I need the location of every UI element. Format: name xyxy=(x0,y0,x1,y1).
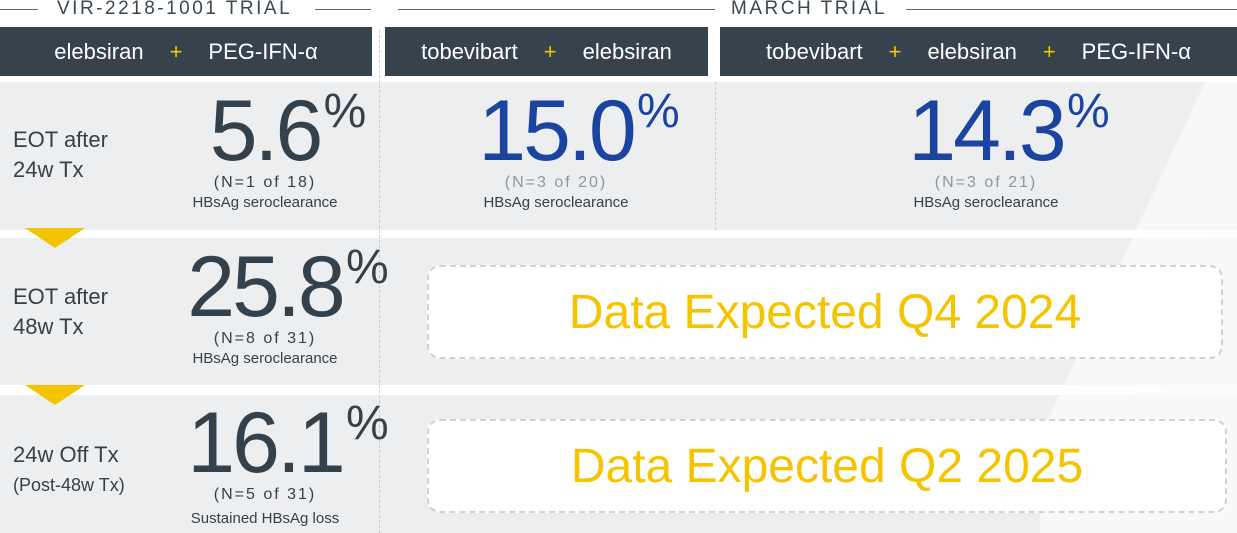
result-value: 14.3% xyxy=(908,83,1110,179)
result-value: 15.0% xyxy=(478,83,680,179)
data-expected-q4-2024: Data Expected Q4 2024 xyxy=(427,265,1223,359)
result-r2c1: 25.8% (N=8 of 31) HBsAg seroclearance xyxy=(145,239,389,370)
drug-name: elebsiran xyxy=(54,38,144,64)
drug-name: tobevibart xyxy=(421,38,518,64)
divider xyxy=(398,9,715,10)
result-label: HBsAg seroclearance xyxy=(192,194,338,211)
result-label: HBsAg seroclearance xyxy=(913,194,1059,211)
drug-name: PEG-IFN-α xyxy=(1081,38,1191,64)
result-value: 5.6% xyxy=(209,83,367,179)
column-divider xyxy=(715,82,716,230)
arrow-down-icon xyxy=(25,385,85,405)
column-header-1: elebsiran + PEG-IFN-α xyxy=(0,27,372,76)
result-n: (N=8 of 31) xyxy=(213,330,317,347)
result-r1c1: 5.6% (N=1 of 18) HBsAg seroclearance xyxy=(145,88,385,214)
trial-title-vir: VIR-2218-1001 TRIAL xyxy=(57,0,293,19)
result-label: Sustained HBsAg loss xyxy=(190,510,340,527)
result-r3c1: 16.1% (N=5 of 31) Sustained HBsAg loss xyxy=(145,395,389,530)
result-label: HBsAg seroclearance xyxy=(192,350,338,367)
plus-icon: + xyxy=(169,38,183,64)
drug-name: elebsiran xyxy=(582,38,672,64)
plus-icon: + xyxy=(1042,38,1056,64)
result-label: HBsAg seroclearance xyxy=(483,194,629,211)
result-n: (N=3 of 20) xyxy=(504,174,608,191)
row-label: 24w Off Tx (Post-48w Tx) xyxy=(13,442,125,495)
result-n: (N=5 of 31) xyxy=(213,486,317,503)
trial-title-march: MARCH TRIAL xyxy=(731,0,887,19)
result-value: 16.1% xyxy=(187,395,389,491)
divider xyxy=(0,9,38,10)
drug-name: tobevibart xyxy=(766,38,863,64)
data-expected-q2-2025: Data Expected Q2 2025 xyxy=(427,419,1227,513)
column-header-2: tobevibart + elebsiran xyxy=(385,27,708,76)
column-divider xyxy=(379,30,380,533)
row-label: EOT after 48w Tx xyxy=(13,284,108,339)
divider xyxy=(906,9,1237,10)
row-label: EOT after 24w Tx xyxy=(13,127,108,182)
plus-icon: + xyxy=(543,38,557,64)
drug-name: elebsiran xyxy=(927,38,1017,64)
drug-name: PEG-IFN-α xyxy=(208,38,318,64)
result-n: (N=1 of 18) xyxy=(213,174,317,191)
column-header-3: tobevibart + elebsiran + PEG-IFN-α xyxy=(720,27,1237,76)
result-n: (N=3 of 21) xyxy=(934,174,1038,191)
result-r1c2: 15.0% (N=3 of 20) HBsAg seroclearance xyxy=(436,83,680,214)
arrow-down-icon xyxy=(25,228,85,248)
plus-icon: + xyxy=(888,38,902,64)
result-value: 25.8% xyxy=(187,239,389,335)
row-24w xyxy=(0,82,1237,230)
divider xyxy=(315,9,371,10)
result-r1c3: 14.3% (N=3 of 21) HBsAg seroclearance xyxy=(866,83,1110,214)
